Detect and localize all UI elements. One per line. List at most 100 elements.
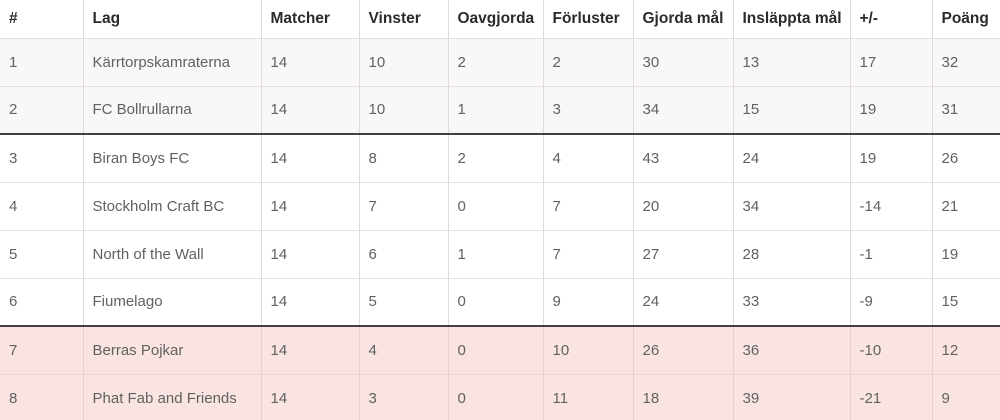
cell-points: 15	[932, 278, 1000, 327]
cell-goals_against: 13	[733, 38, 851, 87]
cell-losses: 9	[543, 278, 634, 327]
cell-wins: 8	[359, 134, 449, 183]
cell-goals_for: 34	[633, 86, 734, 135]
cell-wins: 4	[359, 326, 449, 375]
cell-wins: 3	[359, 374, 449, 420]
cell-wins: 10	[359, 86, 449, 135]
cell-points: 32	[932, 38, 1000, 87]
cell-matches: 14	[261, 86, 360, 135]
cell-goals_for: 26	[633, 326, 734, 375]
cell-goals_for: 27	[633, 230, 734, 279]
cell-goals_for: 24	[633, 278, 734, 327]
cell-losses: 4	[543, 134, 634, 183]
cell-draws: 0	[448, 326, 544, 375]
cell-diff: -21	[850, 374, 933, 420]
cell-team: Fiumelago	[83, 278, 262, 327]
table-header-row: # Lag Matcher Vinster Oavgjorda Förluster Gjor…	[0, 0, 1000, 39]
cell-points: 26	[932, 134, 1000, 183]
cell-goals_against: 39	[733, 374, 851, 420]
cell-pos: 8	[0, 374, 84, 420]
cell-losses: 11	[543, 374, 634, 420]
table-row-6: 6 Fiumelago 14 5 0 9 24 33 -9 15	[0, 278, 1000, 327]
cell-points: 31	[932, 86, 1000, 135]
cell-goals_against: 15	[733, 86, 851, 135]
cell-team: Stockholm Craft BC	[83, 182, 262, 231]
cell-team: Biran Boys FC	[83, 134, 262, 183]
column-header-points: Poäng	[932, 0, 1000, 39]
table-row-2: 2 FC Bollrullarna 14 10 1 3 34 15 19 31	[0, 86, 1000, 135]
cell-team: Kärrtorpskamraterna	[83, 38, 262, 87]
cell-matches: 14	[261, 182, 360, 231]
cell-goals_against: 34	[733, 182, 851, 231]
cell-pos: 2	[0, 86, 84, 135]
cell-goals_against: 36	[733, 326, 851, 375]
cell-pos: 7	[0, 326, 84, 375]
cell-draws: 0	[448, 278, 544, 327]
cell-draws: 0	[448, 374, 544, 420]
cell-team: Berras Pojkar	[83, 326, 262, 375]
cell-losses: 7	[543, 230, 634, 279]
cell-pos: 3	[0, 134, 84, 183]
column-header-team: Lag	[83, 0, 262, 39]
cell-draws: 2	[448, 134, 544, 183]
cell-wins: 10	[359, 38, 449, 87]
cell-goals_for: 18	[633, 374, 734, 420]
cell-matches: 14	[261, 374, 360, 420]
cell-goals_for: 30	[633, 38, 734, 87]
column-header-pos: #	[0, 0, 84, 39]
cell-diff: -10	[850, 326, 933, 375]
cell-points: 19	[932, 230, 1000, 279]
cell-diff: -9	[850, 278, 933, 327]
cell-goals_against: 33	[733, 278, 851, 327]
cell-draws: 0	[448, 182, 544, 231]
cell-points: 12	[932, 326, 1000, 375]
cell-diff: -1	[850, 230, 933, 279]
cell-pos: 6	[0, 278, 84, 327]
table-body: 1 Kärrtorpskamraterna 14 10 2 2 30 13 17 32 2 FC Bo…	[0, 38, 1000, 420]
cell-matches: 14	[261, 38, 360, 87]
column-header-goals_for: Gjorda mål	[633, 0, 734, 39]
table-row-3: 3 Biran Boys FC 14 8 2 4 43 24 19 26	[0, 134, 1000, 183]
cell-matches: 14	[261, 230, 360, 279]
cell-matches: 14	[261, 278, 360, 327]
cell-diff: -14	[850, 182, 933, 231]
cell-losses: 2	[543, 38, 634, 87]
cell-team: Phat Fab and Friends	[83, 374, 262, 420]
cell-losses: 3	[543, 86, 634, 135]
cell-wins: 5	[359, 278, 449, 327]
cell-losses: 10	[543, 326, 634, 375]
cell-points: 21	[932, 182, 1000, 231]
table-row-5: 5 North of the Wall 14 6 1 7 27 28 -1 19	[0, 230, 1000, 279]
column-header-losses: Förluster	[543, 0, 634, 39]
cell-matches: 14	[261, 326, 360, 375]
cell-goals_for: 43	[633, 134, 734, 183]
table-row-1: 1 Kärrtorpskamraterna 14 10 2 2 30 13 17 32	[0, 38, 1000, 87]
table-row-4: 4 Stockholm Craft BC 14 7 0 7 20 34 -14 21	[0, 182, 1000, 231]
cell-draws: 1	[448, 86, 544, 135]
cell-diff: 19	[850, 86, 933, 135]
cell-goals_for: 20	[633, 182, 734, 231]
cell-points: 9	[932, 374, 1000, 420]
cell-pos: 5	[0, 230, 84, 279]
cell-draws: 2	[448, 38, 544, 87]
cell-goals_against: 24	[733, 134, 851, 183]
column-header-wins: Vinster	[359, 0, 449, 39]
cell-team: FC Bollrullarna	[83, 86, 262, 135]
table-row-7: 7 Berras Pojkar 14 4 0 10 26 36 -10 12	[0, 326, 1000, 375]
column-header-draws: Oavgjorda	[448, 0, 544, 39]
column-header-diff: +/-	[850, 0, 933, 39]
cell-wins: 7	[359, 182, 449, 231]
cell-diff: 19	[850, 134, 933, 183]
cell-goals_against: 28	[733, 230, 851, 279]
cell-pos: 4	[0, 182, 84, 231]
cell-matches: 14	[261, 134, 360, 183]
table-row-8: 8 Phat Fab and Friends 14 3 0 11 18 39 -21 9	[0, 374, 1000, 420]
cell-pos: 1	[0, 38, 84, 87]
cell-team: North of the Wall	[83, 230, 262, 279]
cell-draws: 1	[448, 230, 544, 279]
column-header-goals_against: Insläppta mål	[733, 0, 851, 39]
column-header-matches: Matcher	[261, 0, 360, 39]
cell-losses: 7	[543, 182, 634, 231]
